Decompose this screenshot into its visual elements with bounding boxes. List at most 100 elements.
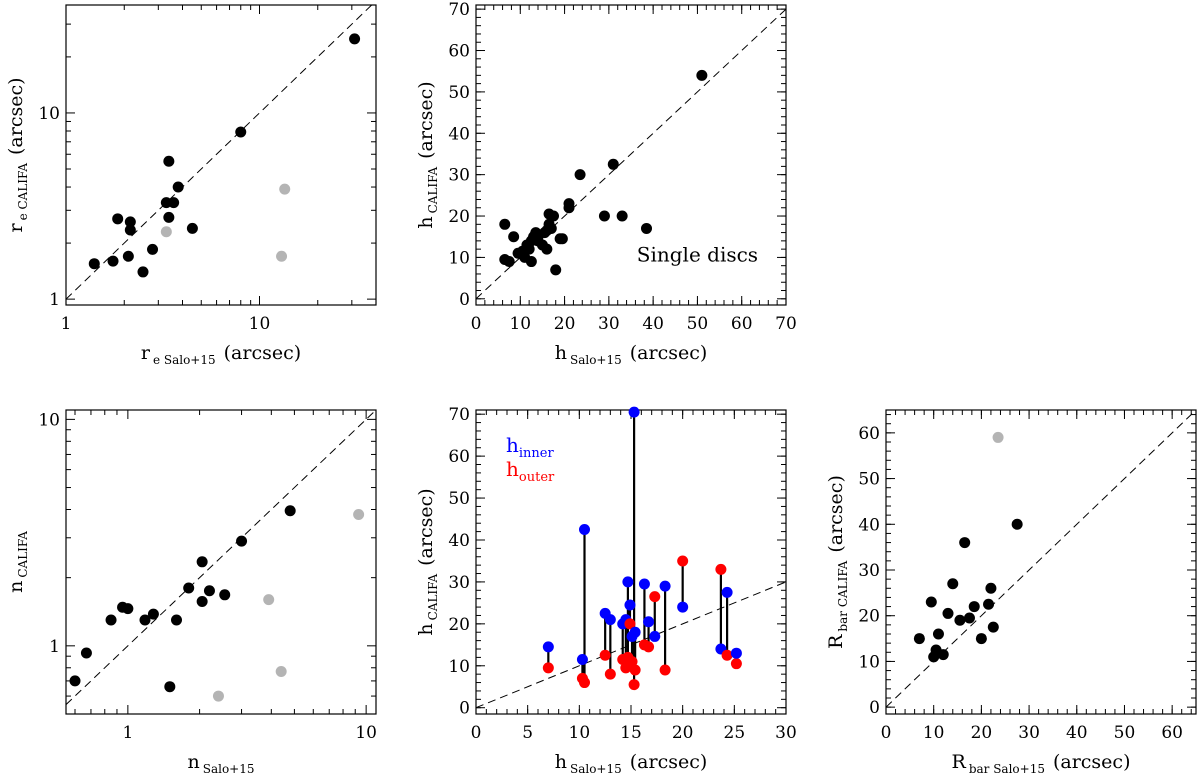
x-axis-label-main: R	[952, 751, 967, 773]
panel-re: 1 10 1 10	[38, 4, 377, 334]
y-axis-label-unit: (arcsec)	[5, 77, 27, 155]
data-point-inner	[604, 614, 616, 626]
data-point-outer	[628, 679, 640, 691]
x-tick-label: 40	[642, 314, 664, 334]
data-point-black	[196, 556, 208, 568]
data-point-black	[203, 585, 215, 597]
data-point-outer	[626, 656, 638, 668]
data-point-grey	[353, 509, 365, 521]
x-axis-label-main: h	[555, 342, 567, 364]
legend-entry-outer: houter	[506, 457, 555, 485]
y-axis-label-sub: e CALIFA	[16, 163, 30, 221]
x-tick-label: 5	[522, 723, 533, 743]
data-point-black	[947, 578, 959, 590]
x-tick-label: 30	[1018, 723, 1040, 743]
y-axis-label-main: h	[415, 216, 437, 228]
x-tick-label: 20	[971, 723, 993, 743]
x-tick-label: 0	[471, 314, 482, 334]
x-tick-label: 1	[61, 314, 72, 334]
data-point-grey	[276, 250, 288, 262]
plot-frame	[885, 409, 1197, 715]
x-axis-label-unit: (arcsec)	[224, 342, 302, 364]
data-point-outer	[629, 664, 641, 676]
y-tick-label: 40	[448, 124, 470, 144]
x-axis-label-sub: bar Salo+15	[969, 762, 1045, 776]
y-axis-label-sub: bar CALIFA	[836, 560, 850, 631]
data-point-black	[163, 211, 175, 223]
data-point-black	[548, 210, 559, 222]
data-point-black	[963, 612, 975, 624]
data-point-black	[932, 628, 944, 640]
y-tick-label: 40	[858, 515, 880, 535]
data-point-inner	[649, 630, 661, 642]
y-tick-label: 60	[448, 447, 470, 467]
y-axis-label-main: h	[415, 623, 437, 635]
legend-sub: inner	[519, 446, 555, 461]
data-point-black	[968, 601, 980, 613]
data-point-black	[954, 614, 966, 626]
y-tick-label: 10	[858, 652, 880, 672]
data-point-black	[236, 535, 248, 547]
y-axis-label-text: Rbar CALIFA (arcsec)	[825, 475, 850, 649]
y-axis-label-text: h CALIFA (arcsec)	[415, 488, 440, 635]
data-point-inner	[659, 580, 671, 592]
legend-sub: outer	[519, 470, 555, 485]
data-point-black	[987, 621, 999, 633]
y-tick-label: 0	[459, 290, 470, 310]
y-tick-label: 10	[448, 248, 470, 268]
data-point-black	[508, 231, 520, 243]
y-axis-label-text: h CALIFA (arcsec)	[415, 81, 440, 228]
data-point-black	[550, 264, 562, 276]
data-point-outer	[659, 664, 671, 676]
data-point-black	[235, 126, 247, 138]
x-tick-label: 60	[1161, 723, 1183, 743]
data-point-black	[499, 218, 511, 230]
data-point-black	[913, 633, 925, 645]
data-point-outer	[715, 563, 727, 575]
data-point-grey	[275, 666, 287, 678]
data-point-black	[122, 250, 134, 262]
y-tick-label: 20	[448, 207, 470, 227]
data-point-black	[163, 155, 175, 167]
data-point-black	[616, 210, 628, 222]
y-tick-label: 50	[448, 83, 470, 103]
data-point-outer	[579, 677, 590, 689]
x-axis-label-sub: Salo+15	[570, 762, 622, 776]
one-to-one-line	[66, 410, 376, 705]
panel-n: 1 10 1 10	[38, 409, 377, 743]
data-point-black	[641, 222, 652, 234]
data-point-black	[925, 596, 937, 608]
one-to-one-line	[66, 5, 373, 300]
x-axis-label-sub: Salo+15	[203, 762, 255, 776]
panel-h_single: 0 10 20 30 40 50 60 70 0 10 20 30 40 50 60 70 Single dis…	[448, 0, 796, 334]
y-tick-label: 60	[448, 42, 470, 62]
data-point-black	[139, 614, 151, 626]
y-tick-label: 30	[448, 166, 470, 186]
data-point-black	[574, 169, 586, 181]
data-point-outer	[643, 641, 655, 653]
plot-frame	[65, 4, 377, 306]
x-axis-label-sub: e Salo+15	[153, 353, 216, 367]
x-axis-label: n Salo+15	[187, 751, 254, 776]
data-point-outer	[542, 662, 554, 674]
data-point-black	[607, 158, 619, 170]
y-tick-label: 50	[448, 489, 470, 509]
data-point-black	[107, 255, 119, 267]
y-axis-label-unit: (arcsec)	[825, 475, 847, 553]
data-point-black	[349, 33, 361, 45]
data-point-inner	[579, 524, 590, 536]
data-point-grey	[279, 183, 291, 195]
data-point-inner	[576, 653, 588, 665]
data-point-inner	[628, 406, 640, 418]
data-point-black	[959, 537, 971, 549]
x-tick-label: 60	[731, 314, 753, 334]
x-axis-label-text: h Salo+15 (arcsec)	[555, 342, 708, 367]
y-tick-label: 20	[448, 615, 470, 635]
data-point-black	[563, 202, 575, 214]
y-axis-label-sub: CALIFA	[426, 574, 440, 621]
y-axis-label-main: R	[825, 634, 847, 649]
y-axis-label-sub: CALIFA	[426, 167, 440, 214]
